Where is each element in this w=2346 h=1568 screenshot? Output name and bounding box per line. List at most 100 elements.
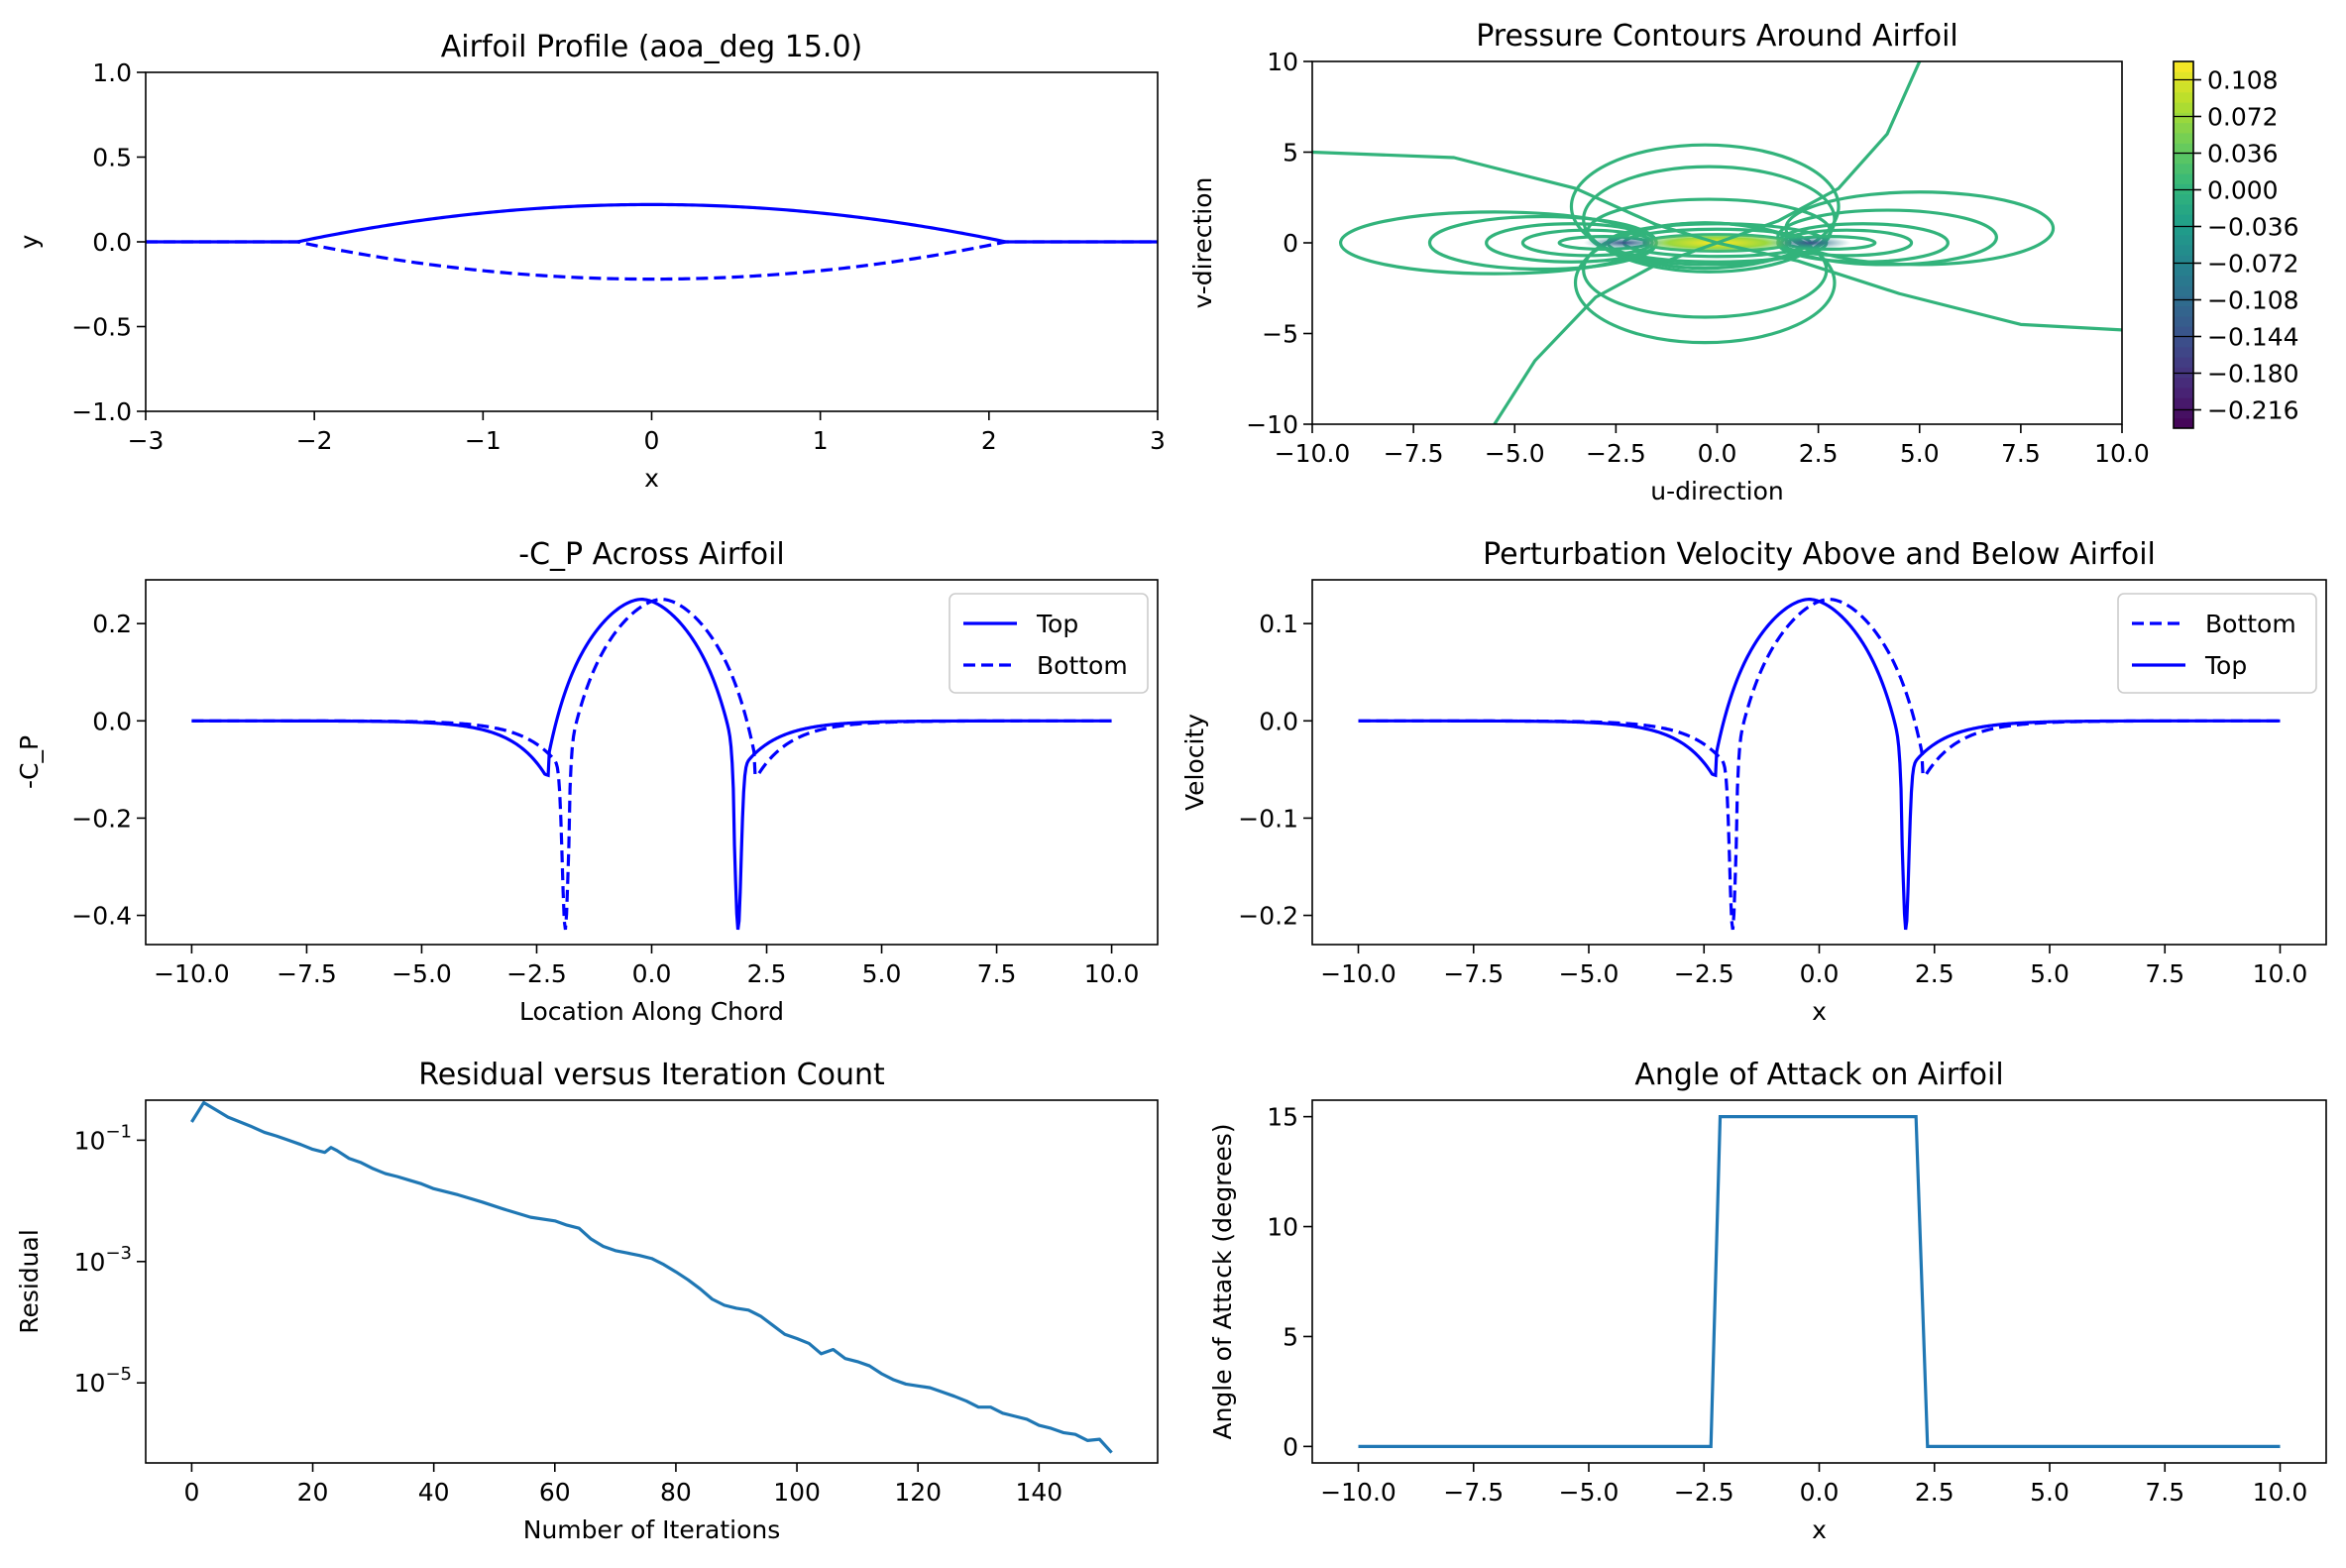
- pressure_contours-ytick-label: −5: [1262, 320, 1298, 349]
- colorbar-tick-label: −0.180: [2207, 360, 2299, 389]
- colorbar-segment: [2174, 163, 2193, 174]
- residual-xtick-label: 40: [418, 1478, 450, 1507]
- velocity-xtick-label: 0.0: [1800, 959, 1840, 988]
- aoa-title: Angle of Attack on Airfoil: [1634, 1058, 2003, 1092]
- velocity-plot-area: [1358, 598, 2281, 931]
- pressure-contour-open: [1493, 241, 1719, 424]
- cp-xtick-label: 7.5: [977, 959, 1017, 988]
- pressure_contours-xtick-label: 7.5: [2001, 439, 2041, 468]
- legend-label: Bottom: [2205, 610, 2296, 638]
- airfoil_profile-xtick-label: 1: [813, 426, 829, 455]
- colorbar-segment: [2174, 387, 2193, 398]
- pressure_contours-xtick-label: 0.0: [1698, 439, 1737, 468]
- cp-xtick-label: 10.0: [1084, 959, 1140, 988]
- residual-frame: [145, 1099, 1159, 1464]
- pressure-contour-loop: [1569, 143, 1841, 271]
- colorbar-segment: [2174, 193, 2193, 205]
- residual-xtick-label: 140: [1015, 1478, 1062, 1507]
- colorbar-segment: [2174, 132, 2193, 144]
- velocity-title: Perturbation Velocity Above and Below Ai…: [1483, 537, 2156, 572]
- cp-xtick-label: 5.0: [862, 959, 902, 988]
- colorbar-tick-label: −0.144: [2207, 323, 2299, 352]
- aoa-xtick-label: 7.5: [2145, 1478, 2184, 1507]
- airfoil_profile-ytick-label: −0.5: [71, 313, 132, 342]
- airfoil_profile-xlabel: x: [644, 464, 659, 493]
- axes-frame-layer: [137, 60, 2327, 1472]
- colorbar-segment: [2174, 346, 2193, 358]
- pressure_contours-xtick-label: −7.5: [1384, 439, 1444, 468]
- pressure_contours-ytick-label: −10: [1246, 410, 1298, 439]
- velocity-bottom-line: [1358, 598, 2281, 931]
- airfoil_profile-ytick-label: 0.5: [92, 144, 132, 172]
- residual-xtick-label: 80: [660, 1478, 692, 1507]
- airfoil_profile-ytick-label: 1.0: [92, 58, 132, 87]
- pressure-contour-loop: [1573, 221, 1837, 345]
- cp-plot-area: [191, 598, 1112, 931]
- cp-ytick-label: −0.4: [71, 902, 132, 931]
- cp-bottom-line: [191, 598, 1112, 931]
- colorbar-segment: [2174, 153, 2193, 165]
- colorbar-tick-label: 0.000: [2207, 176, 2279, 205]
- pressure_contours-ytick-label: 0: [1283, 229, 1298, 258]
- aoa-xtick-label: −7.5: [1443, 1478, 1504, 1507]
- residual-xtick-label: 20: [297, 1478, 329, 1507]
- colorbar-segment: [2174, 265, 2193, 277]
- pressure_contours-xtick-label: −10.0: [1275, 439, 1351, 468]
- velocity-xlabel: x: [1812, 997, 1827, 1026]
- upper-surface-line: [146, 202, 1158, 244]
- aoa-ytick-label: 10: [1267, 1213, 1298, 1242]
- residual-title: Residual versus Iteration Count: [418, 1058, 885, 1092]
- colorbar-tick-label: −0.036: [2207, 213, 2299, 242]
- aoa-xtick-label: −10.0: [1320, 1478, 1396, 1507]
- airfoil_profile-title: Airfoil Profile (aoa_deg 15.0): [441, 30, 863, 64]
- residual-plot-area: [190, 1100, 1113, 1454]
- colorbar-segment: [2174, 255, 2193, 267]
- cp-ytick-label: −0.2: [71, 804, 132, 833]
- residual-xlabel: Number of Iterations: [523, 1515, 781, 1544]
- airfoil_profile-plot-area: [146, 202, 1158, 281]
- velocity-xtick-label: 10.0: [2253, 959, 2308, 988]
- colorbar-segment: [2174, 143, 2193, 154]
- colorbar-segment: [2174, 112, 2193, 124]
- velocity-xtick-label: −2.5: [1674, 959, 1734, 988]
- cp-xtick-label: −2.5: [506, 959, 567, 988]
- airfoil_profile-xtick-label: −2: [296, 426, 333, 455]
- pressure_contours-xtick-label: 2.5: [1799, 439, 1839, 468]
- low-pressure-left: [1583, 236, 1665, 250]
- aoa-xtick-label: −5.0: [1559, 1478, 1620, 1507]
- low-pressure-right: [1769, 236, 1851, 250]
- velocity-ytick-label: −0.1: [1238, 804, 1298, 833]
- colorbar-segment: [2174, 61, 2193, 72]
- cp-xlabel: Location Along Chord: [519, 997, 784, 1026]
- airfoil_profile-ylabel: y: [15, 234, 44, 249]
- colorbar-segment: [2174, 91, 2193, 103]
- colorbar-segment: [2174, 417, 2193, 429]
- residual-ytick-label: 10−5: [74, 1364, 132, 1398]
- aoa-line: [1358, 1115, 2281, 1448]
- residual-xtick-label: 120: [894, 1478, 942, 1507]
- colorbar-segment: [2174, 377, 2193, 389]
- aoa-xlabel: x: [1812, 1515, 1827, 1544]
- cp-xtick-label: −5.0: [391, 959, 452, 988]
- colorbar-tick-label: −0.108: [2207, 286, 2299, 315]
- cp-title: -C_P Across Airfoil: [518, 537, 785, 572]
- cp-xtick-label: −10.0: [154, 959, 230, 988]
- aoa-xtick-label: 0.0: [1800, 1478, 1840, 1507]
- velocity-ylabel: Velocity: [1180, 714, 1209, 811]
- colorbar-segment: [2174, 407, 2193, 419]
- legend-label: Top: [2204, 651, 2247, 680]
- cp-ytick-label: 0.2: [92, 610, 132, 638]
- velocity-ytick-label: 0.1: [1259, 610, 1298, 638]
- pressure_contours-xlabel: u-direction: [1650, 477, 1783, 505]
- colorbar-tick-label: 0.072: [2207, 103, 2279, 132]
- velocity-xtick-label: −10.0: [1320, 959, 1396, 988]
- pressure-contour-open: [1717, 241, 2122, 332]
- cp-xtick-label: 0.0: [632, 959, 672, 988]
- velocity-legend: [2117, 593, 2317, 694]
- cp-ylabel: -C_P: [15, 735, 44, 789]
- pressure_contours-ytick-label: 5: [1283, 139, 1298, 168]
- aoa-xtick-label: 2.5: [1915, 1478, 1955, 1507]
- colorbar-tick-label: −0.072: [2207, 250, 2299, 279]
